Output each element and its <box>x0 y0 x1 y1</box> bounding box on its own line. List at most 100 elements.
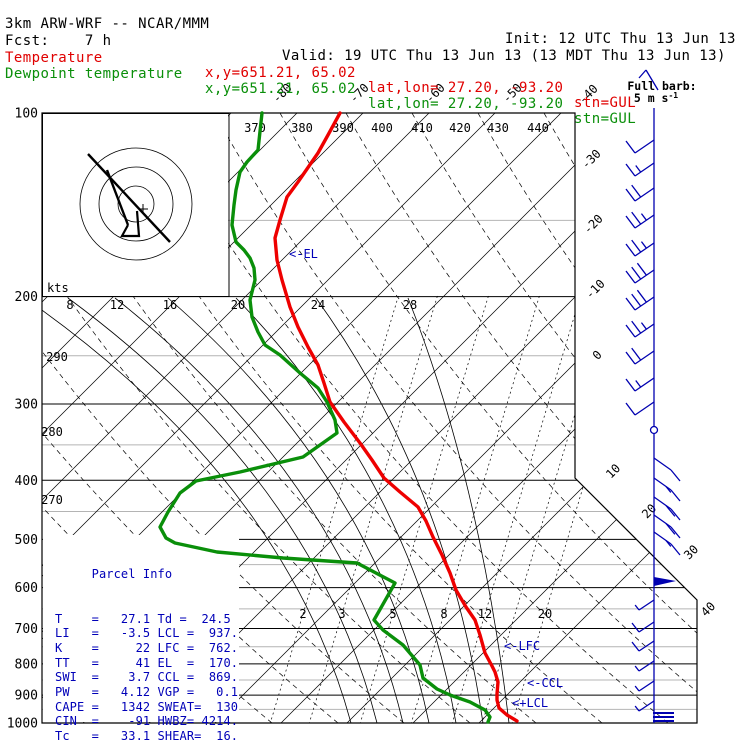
wind-barb-tick <box>625 324 636 338</box>
parcel-info-row: CAPE = 1342 SWEAT= 130 <box>55 699 239 714</box>
parcel-info-row: LI = -3.5 LCL = 937. <box>55 626 239 641</box>
wind-barb-tick <box>631 347 642 361</box>
isotherm-line <box>346 113 697 723</box>
level-annotation: <-CCL <box>527 676 563 690</box>
wind-barb-tick <box>670 508 681 521</box>
parcel-info-title: Parcel Info <box>55 567 173 582</box>
barb-legend-units: 5 m s-1 <box>634 91 678 105</box>
dry-adiabat-line <box>675 113 697 723</box>
mixing-ratio-line <box>269 295 399 723</box>
wind-barb-tick <box>636 289 647 303</box>
wind-barb-feather <box>653 531 672 545</box>
dry-adiabat-line <box>279 113 697 723</box>
isotherm-line <box>42 113 364 723</box>
wind-barb-tick <box>631 622 640 633</box>
wind-barb-feather <box>634 242 655 257</box>
moist-adiabat-label: 8 <box>66 298 73 312</box>
temperature-axis-label: 10 <box>603 461 623 481</box>
wind-barb-half-tick <box>665 485 672 493</box>
temperature-curve <box>273 111 519 723</box>
dry-adiabat-line <box>477 113 697 723</box>
wind-barb-tick <box>625 163 636 177</box>
wind-barb-half-tick <box>634 685 640 692</box>
theta-label: 430 <box>487 121 509 135</box>
wind-barb-feather <box>638 621 655 633</box>
mixing-ratio-label: 2 <box>299 607 306 621</box>
temperature-axis-label: 30 <box>681 542 701 562</box>
wind-barb-tick <box>631 211 642 225</box>
hodograph-trace <box>120 210 141 238</box>
wind-barb-tick <box>631 641 640 652</box>
moist-adiabat-line <box>315 297 484 723</box>
wind-barb-feather <box>638 640 655 652</box>
parcel-info-row: T = 27.1 Td = 24.5 <box>55 611 231 626</box>
mixing-ratio-line <box>511 295 641 723</box>
dry-adiabat-line <box>411 113 697 723</box>
wind-barb-feather <box>634 162 655 177</box>
pressure-axis-label: 500 <box>15 533 38 548</box>
wind-barb-tick <box>631 320 642 334</box>
level-annotation: <+LCL <box>512 696 548 710</box>
wind-barb-tick <box>625 378 636 392</box>
moist-adiabat-line <box>67 297 378 723</box>
pressure-axis-label: 400 <box>15 474 38 489</box>
parcel-info-row: Tc = 33.1 SHEAR= 16. <box>55 729 239 740</box>
valid-time: Valid: 19 UTC Thu 13 Jun 13 (13 MDT Thu … <box>282 48 726 64</box>
wind-barb-half-tick <box>634 604 640 611</box>
isotherm-line <box>280 113 697 723</box>
wind-barb-feather <box>634 296 655 311</box>
header-line-1: 3km ARW-WRF -- NCAR/MMM Init: 12 UTC Thu… <box>0 2 735 62</box>
wind-barb-feather <box>634 323 655 338</box>
pressure-axis-label: 200 <box>15 290 38 305</box>
parcel-info-row: SWI = 3.7 CCL = 869. <box>55 670 239 685</box>
wind-barb-tick <box>670 543 681 556</box>
wind-barb-feather <box>638 599 655 611</box>
pressure-axis-label: 600 <box>15 581 38 596</box>
wind-barb-feather <box>638 680 655 692</box>
theta-label: 380 <box>291 121 313 135</box>
hodograph-trace <box>105 169 130 226</box>
wind-barb-feather <box>638 700 655 712</box>
model-title: 3km ARW-WRF -- NCAR/MMM <box>5 16 210 32</box>
wind-barb-tick <box>625 270 636 284</box>
wind-barb-half-tick <box>665 539 672 547</box>
hodograph-ring <box>117 185 155 223</box>
moist-adiabat-label: 16 <box>163 298 177 312</box>
wind-barb-half-tick <box>640 322 647 330</box>
wind-barb-tick <box>670 469 681 482</box>
pressure-axis-label: 100 <box>15 107 38 122</box>
barb-legend-glyph <box>645 69 659 91</box>
wind-barb-feather <box>653 457 672 471</box>
wind-barb-tick <box>625 402 636 416</box>
theta-label: 290 <box>46 350 68 364</box>
level-annotation: <-EL <box>289 247 318 261</box>
wind-barb-feather <box>634 269 655 284</box>
wind-barb-tick <box>670 489 681 502</box>
dewpoint-legend: Dewpoint temperature <box>5 66 183 82</box>
wind-barb-tick <box>625 215 636 229</box>
barb-legend: Full barb:5 m s-1 <box>627 69 697 105</box>
wind-flag <box>654 577 676 586</box>
wind-barb-tick <box>625 297 636 311</box>
wind-barb-half-tick <box>635 380 642 388</box>
wind-barb-tick <box>625 140 636 154</box>
header-line-dewpoint: Dewpoint temperature x,y=651.21, 65.02 l… <box>0 52 636 142</box>
hodograph-ring <box>79 147 193 261</box>
wind-barb-column <box>625 108 681 723</box>
isotherm-line <box>42 113 496 723</box>
dewpoint-xy: x,y=651.21, 65.02 <box>205 81 356 97</box>
parcel-info-row: K = 22 LFC = 762. <box>55 640 239 655</box>
temperature-axis-label: -30 <box>579 147 604 172</box>
temperature-axis-label: 20 <box>639 501 659 521</box>
wind-barb-tick <box>631 239 642 253</box>
wind-barb-tick <box>631 293 642 307</box>
theta-label: 420 <box>449 121 471 135</box>
theta-label: 270 <box>41 493 63 507</box>
parcel-info-mask <box>43 535 239 722</box>
wind-barb-feather <box>634 187 655 202</box>
wind-barb-half-tick <box>640 241 647 249</box>
header-line-2: Fcst: 7 h Valid: 19 UTC Thu 13 Jun 13 (1… <box>0 19 725 79</box>
mixing-ratio-label: 5 <box>389 607 396 621</box>
hodograph-units-label: kts <box>47 281 69 295</box>
